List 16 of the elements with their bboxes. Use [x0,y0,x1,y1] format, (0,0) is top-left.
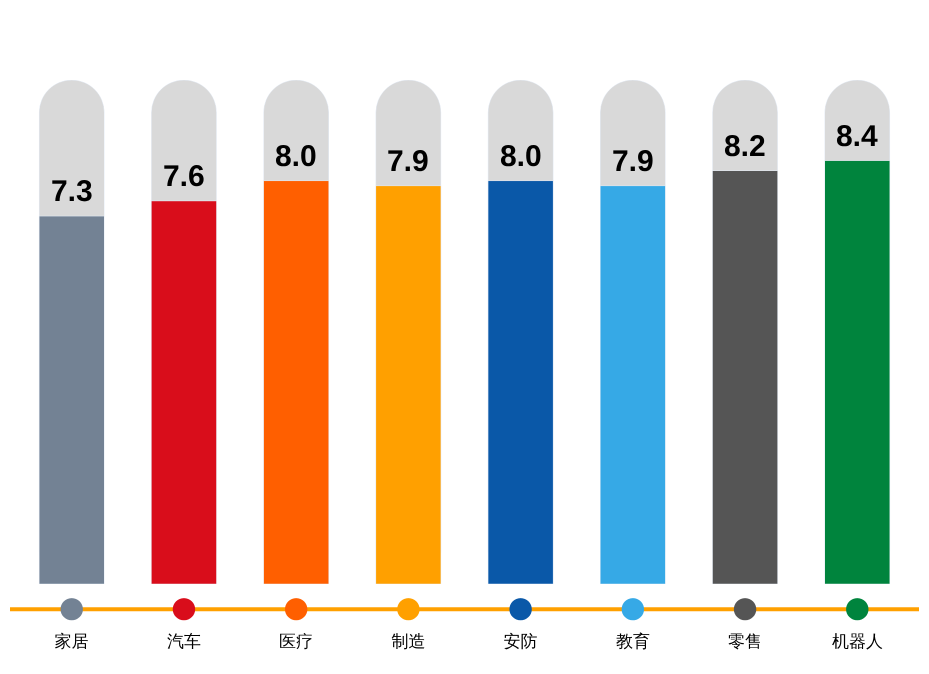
x-tick-label: 医疗 [279,632,314,652]
x-tick-label: 零售 [728,632,762,652]
x-tick-label: 教育 [616,632,650,652]
data-label: 7.9 [612,145,654,178]
x-tick-label: 制造 [391,632,426,652]
x-tick-label: 汽车 [166,632,201,652]
x-tick-label: 机器人 [832,632,883,652]
data-label: 8.4 [836,120,878,153]
x-tick-label: 安防 [504,632,538,652]
data-label: 8.0 [500,140,542,173]
data-label: 7.6 [163,160,205,193]
data-label: 7.3 [51,175,93,208]
x-tick-label: 家居 [54,632,89,652]
data-label: 7.9 [387,145,429,178]
data-label: 8.2 [724,130,766,163]
data-label: 8.0 [275,140,317,173]
